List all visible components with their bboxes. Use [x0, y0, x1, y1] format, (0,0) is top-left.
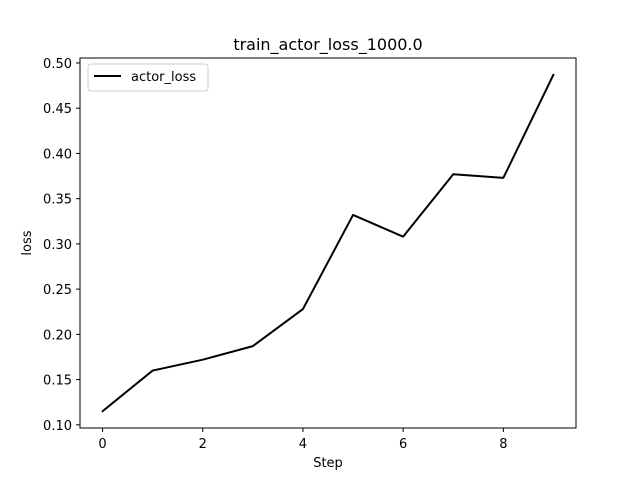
x-axis-label: Step: [313, 456, 343, 471]
y-tick-label: 0.35: [43, 193, 72, 208]
x-tick-label: 8: [499, 437, 507, 452]
y-tick-label: 0.10: [43, 419, 72, 434]
legend-box: [87, 63, 209, 92]
series-layer: [101, 73, 555, 413]
legend-label-actor-loss: actor_loss: [131, 70, 196, 85]
y-tick-label: 0.45: [43, 102, 72, 117]
plot-area-frame: [79, 57, 577, 429]
y-tick-label: 0.50: [43, 57, 72, 72]
x-tick-label: 2: [199, 437, 207, 452]
x-tick-label: 6: [399, 437, 407, 452]
y-tick-label: 0.25: [43, 283, 72, 298]
y-tick-label: 0.40: [43, 147, 72, 162]
legend: actor_loss: [87, 63, 209, 92]
x-tick-label: 4: [299, 437, 307, 452]
x-tick-label: 0: [98, 437, 106, 452]
x-axis: 0 2 4 6 8: [98, 428, 507, 452]
chart-title: train_actor_loss_1000.0: [233, 35, 422, 55]
y-tick-label: 0.20: [43, 328, 72, 343]
y-tick-label: 0.15: [43, 374, 72, 389]
y-axis: 0.10 0.15 0.20 0.25 0.30 0.35 0.40 0.45 0.50: [43, 57, 80, 434]
series-line-actor-loss: [101, 73, 555, 413]
y-axis-label: loss: [20, 230, 35, 255]
y-tick-label: 0.30: [43, 238, 72, 253]
